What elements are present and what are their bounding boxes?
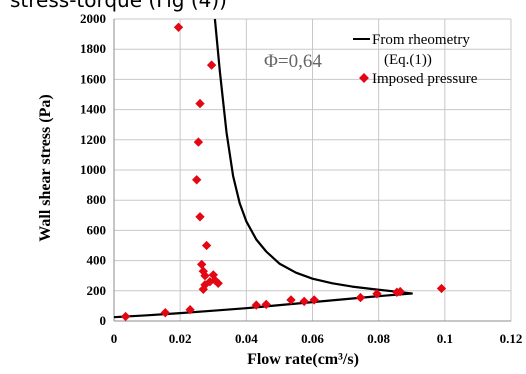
axes: [113, 19, 511, 322]
y-tick-label: 1200: [80, 132, 106, 147]
legend-line-label: From rheometry: [372, 32, 470, 48]
data-point: [193, 137, 204, 147]
phi-annotation: Φ=0,64: [264, 51, 322, 72]
y-tick-labels: 0 200 400 600 800 1000 1200 1400 1600 1800 2000: [80, 11, 106, 328]
legend-marker-label: Imposed pressure: [372, 71, 478, 87]
y-tick-label: 1800: [80, 41, 106, 56]
legend-diamond-marker: [359, 73, 369, 83]
x-axis-label: Flow rate(cm³/s): [247, 351, 359, 368]
x-tick-label: 0.06: [301, 331, 324, 346]
x-tick-labels: 0 0.02 0.04 0.06 0.08 0.1 0.12: [111, 331, 523, 346]
x-tick-label: 0: [111, 331, 118, 346]
data-point: [160, 308, 170, 318]
y-tick-label: 200: [87, 283, 107, 298]
rheometry-curve: [113, 18, 413, 319]
data-point: [173, 22, 184, 32]
partial-caption: stress-torque (Fig (4)): [10, 0, 227, 12]
legend: From rheometry (Eq.(1)) Imposed pressure: [353, 32, 478, 87]
data-point: [195, 98, 205, 109]
y-tick-label: 2000: [80, 11, 106, 26]
y-tick-label: 800: [87, 192, 107, 207]
y-tick-label: 0: [100, 313, 107, 328]
y-axis-label: Wall shear stress (Pa): [37, 94, 54, 241]
data-point: [355, 292, 366, 303]
rheometry-curve-line: [113, 18, 413, 319]
legend-line-label-2: (Eq.(1)): [384, 52, 432, 68]
x-tick-label: 0.02: [169, 331, 192, 346]
data-point: [206, 60, 217, 70]
y-tick-label: 1400: [80, 102, 106, 117]
x-tick-label: 0.08: [367, 331, 390, 346]
data-point: [201, 240, 212, 251]
grid: [114, 18, 512, 321]
x-tick-label: 0.04: [235, 331, 258, 346]
data-point: [120, 311, 131, 322]
data-point: [299, 296, 309, 307]
x-tick-label: 0.12: [500, 331, 523, 346]
data-point: [195, 212, 205, 222]
y-tick-label: 400: [87, 253, 107, 268]
y-tick-label: 1000: [80, 162, 106, 177]
data-point: [197, 259, 207, 270]
x-tick-label: 0.1: [437, 331, 453, 346]
y-tick-label: 600: [87, 222, 107, 237]
data-point: [192, 175, 202, 185]
y-tick-label: 1600: [80, 71, 106, 86]
